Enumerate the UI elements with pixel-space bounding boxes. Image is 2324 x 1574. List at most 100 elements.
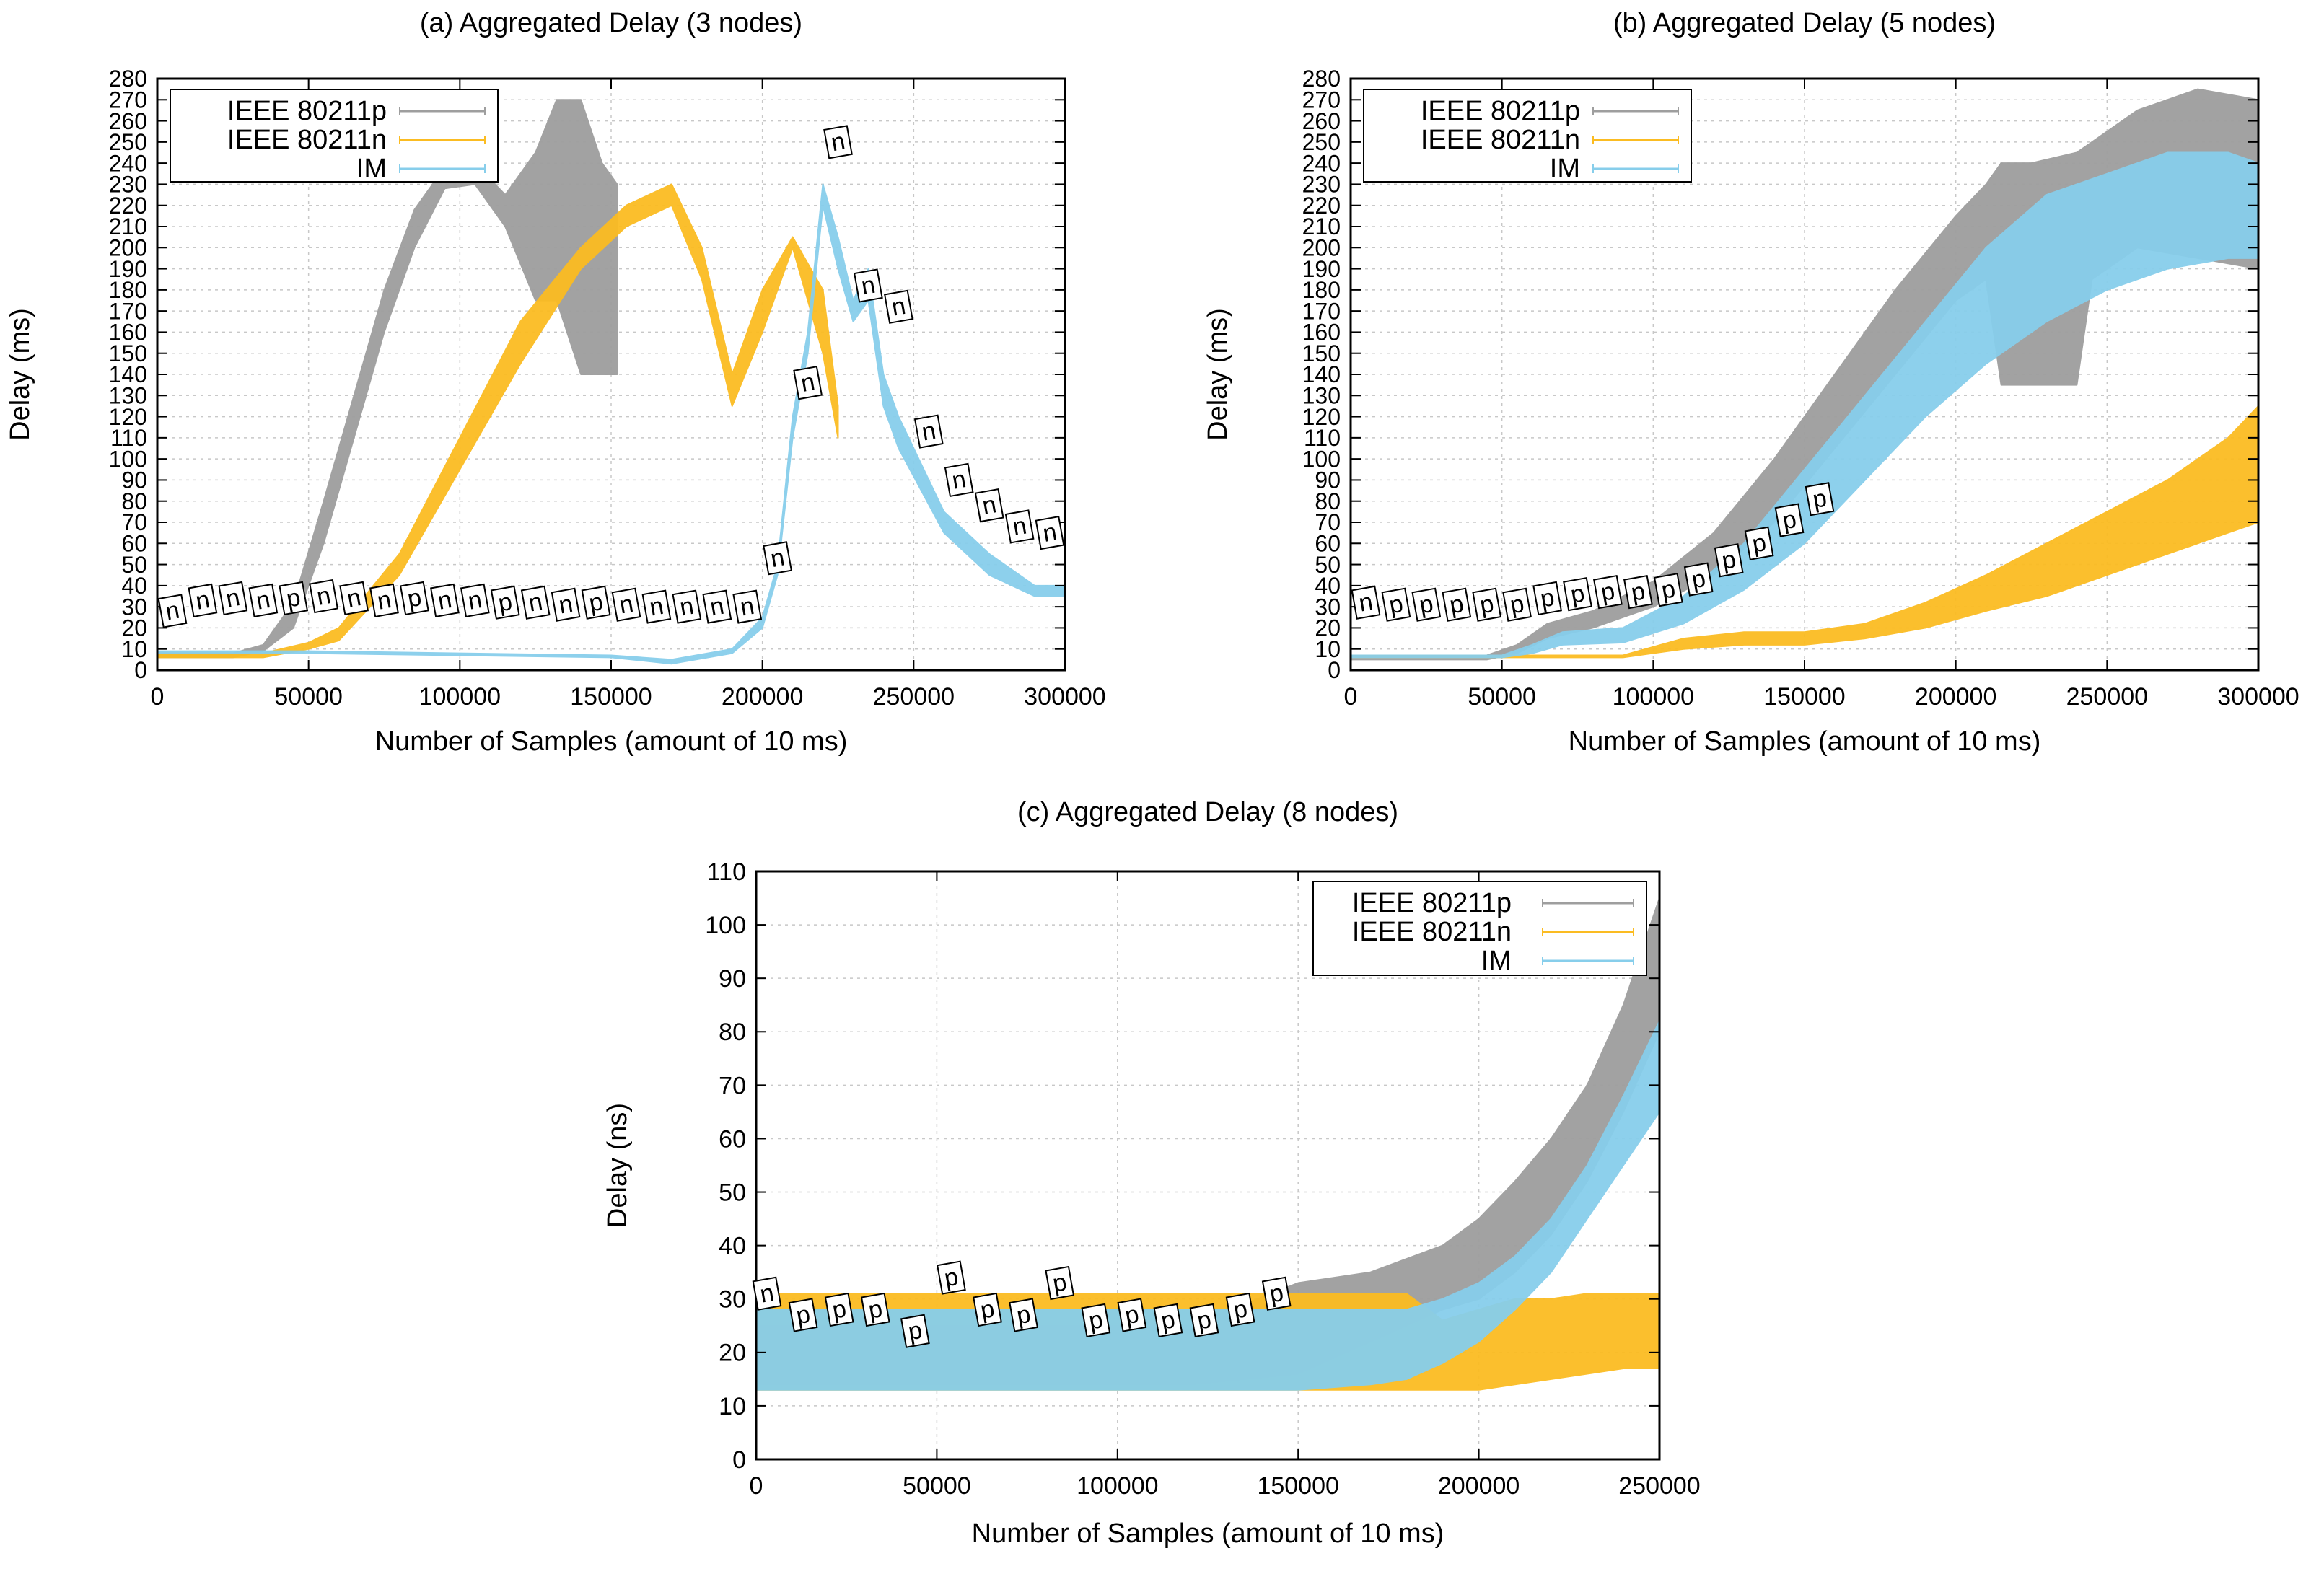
x-tick-label: 0 (750, 1472, 763, 1500)
annotation-box (1744, 526, 1774, 560)
y-axis-label: Delay (ns) (602, 1103, 633, 1228)
annotation-n: n (1351, 585, 1381, 620)
annotation-box (1153, 1303, 1183, 1338)
y-tick-label: 60 (1315, 530, 1341, 556)
annotation-n: n (369, 583, 399, 618)
annotation-p: p (1593, 574, 1623, 610)
y-tick-label: 270 (109, 87, 147, 113)
legend-box (1312, 881, 1647, 976)
annotation-p: p (1045, 1265, 1075, 1301)
legend-label-n: IEEE 80211n (227, 125, 387, 155)
annotation-n: n (884, 289, 913, 324)
annotation-box (188, 583, 218, 618)
legend-box (170, 89, 499, 183)
annotation-box (520, 585, 551, 620)
annotation-p: p (1774, 503, 1805, 537)
y-tick-label: 180 (1302, 277, 1341, 303)
y-tick-label: 160 (1302, 320, 1341, 346)
y-tick-label: 140 (109, 361, 147, 387)
annotation-n: n (218, 581, 248, 616)
y-tick-label: 120 (1302, 404, 1341, 430)
annotation-box (752, 1276, 782, 1311)
annotation-p: p (1683, 562, 1714, 597)
y-tick-label: 130 (1302, 382, 1341, 408)
annotation-p: p (824, 1292, 854, 1327)
y-tick-label: 90 (719, 965, 746, 993)
y-tick-label: 120 (109, 404, 147, 430)
annotation-box (279, 581, 309, 616)
annotation-box (1683, 562, 1714, 597)
annotation-n: n (793, 366, 823, 400)
chart-title: (a) Aggregated Delay (3 nodes) (420, 8, 802, 38)
y-tick-label: 50 (1315, 552, 1341, 578)
annotation-n: n (672, 589, 702, 624)
annotation-p: p (788, 1298, 818, 1332)
y-tick-label: 270 (1302, 87, 1341, 113)
annotation-p: p (1381, 587, 1411, 622)
annotation-box (937, 1260, 966, 1295)
y-tick-label: 150 (109, 340, 147, 366)
annotation-p: p (860, 1292, 890, 1327)
annotation-box (611, 587, 641, 622)
x-tick-label: 200000 (1438, 1472, 1520, 1500)
y-tick-label: 210 (109, 214, 147, 239)
annotation-box (884, 289, 913, 324)
x-tick-label: 150000 (1257, 1472, 1338, 1500)
annotation-n: n (763, 541, 792, 576)
annotation-box (900, 1314, 930, 1348)
annotation-n: n (974, 488, 1004, 523)
y-tick-label: 200 (1302, 234, 1341, 260)
annotation-box (823, 125, 853, 159)
chart-title: (c) Aggregated Delay (8 nodes) (1017, 797, 1398, 827)
annotation-p: p (1411, 587, 1442, 622)
annotation-box (1261, 1276, 1292, 1311)
y-tick-label: 190 (1302, 256, 1341, 282)
annotation-box (551, 587, 581, 622)
annotation-n: n (551, 587, 581, 622)
y-tick-label: 220 (1302, 193, 1341, 219)
y-tick-label: 190 (109, 256, 147, 282)
y-tick-label: 160 (109, 320, 147, 346)
x-tick-label: 150000 (1763, 683, 1845, 711)
y-tick-label: 30 (719, 1286, 746, 1314)
x-tick-label: 300000 (2217, 683, 2299, 711)
y-tick-label: 40 (121, 573, 147, 599)
annotation-p: p (900, 1314, 930, 1348)
annotation-p: p (1081, 1303, 1111, 1338)
y-tick-label: 80 (1315, 488, 1341, 514)
y-tick-label: 110 (110, 425, 147, 451)
y-tick-label: 40 (719, 1233, 746, 1260)
annotation-p: p (1532, 581, 1562, 616)
annotation-box (1411, 587, 1442, 622)
annotation-p: p (400, 581, 429, 616)
y-tick-label: 250 (1302, 129, 1341, 155)
annotation-box (973, 1292, 1002, 1327)
y-tick-label: 20 (121, 615, 147, 641)
y-tick-label: 200 (109, 234, 147, 260)
annotation-p: p (1563, 576, 1592, 612)
annotation-box (1442, 587, 1472, 622)
y-tick-label: 100 (109, 446, 147, 472)
legend-label-p: IEEE 80211p (1421, 96, 1580, 126)
y-tick-label: 40 (1315, 573, 1341, 599)
annotation-n: n (823, 125, 853, 159)
annotation-box (1351, 585, 1381, 620)
y-tick-label: 110 (707, 858, 746, 886)
annotation-box (1009, 1298, 1038, 1332)
legend-label-im: IM (1550, 154, 1580, 184)
annotation-n: n (641, 589, 672, 624)
y-tick-label: 70 (1315, 509, 1341, 535)
annotation-box (672, 589, 702, 624)
legend-label-im: IM (1481, 946, 1512, 976)
y-tick-label: 20 (1315, 615, 1341, 641)
annotation-p: p (1261, 1276, 1292, 1311)
x-tick-label: 300000 (1024, 683, 1105, 711)
annotation-box (824, 1292, 854, 1327)
annotation-box (1225, 1292, 1255, 1327)
y-tick-label: 60 (121, 530, 147, 556)
y-tick-label: 100 (1302, 446, 1341, 472)
annotation-p: p (1117, 1298, 1147, 1332)
legend-label-p: IEEE 80211p (227, 96, 387, 126)
y-tick-label: 30 (121, 594, 147, 620)
